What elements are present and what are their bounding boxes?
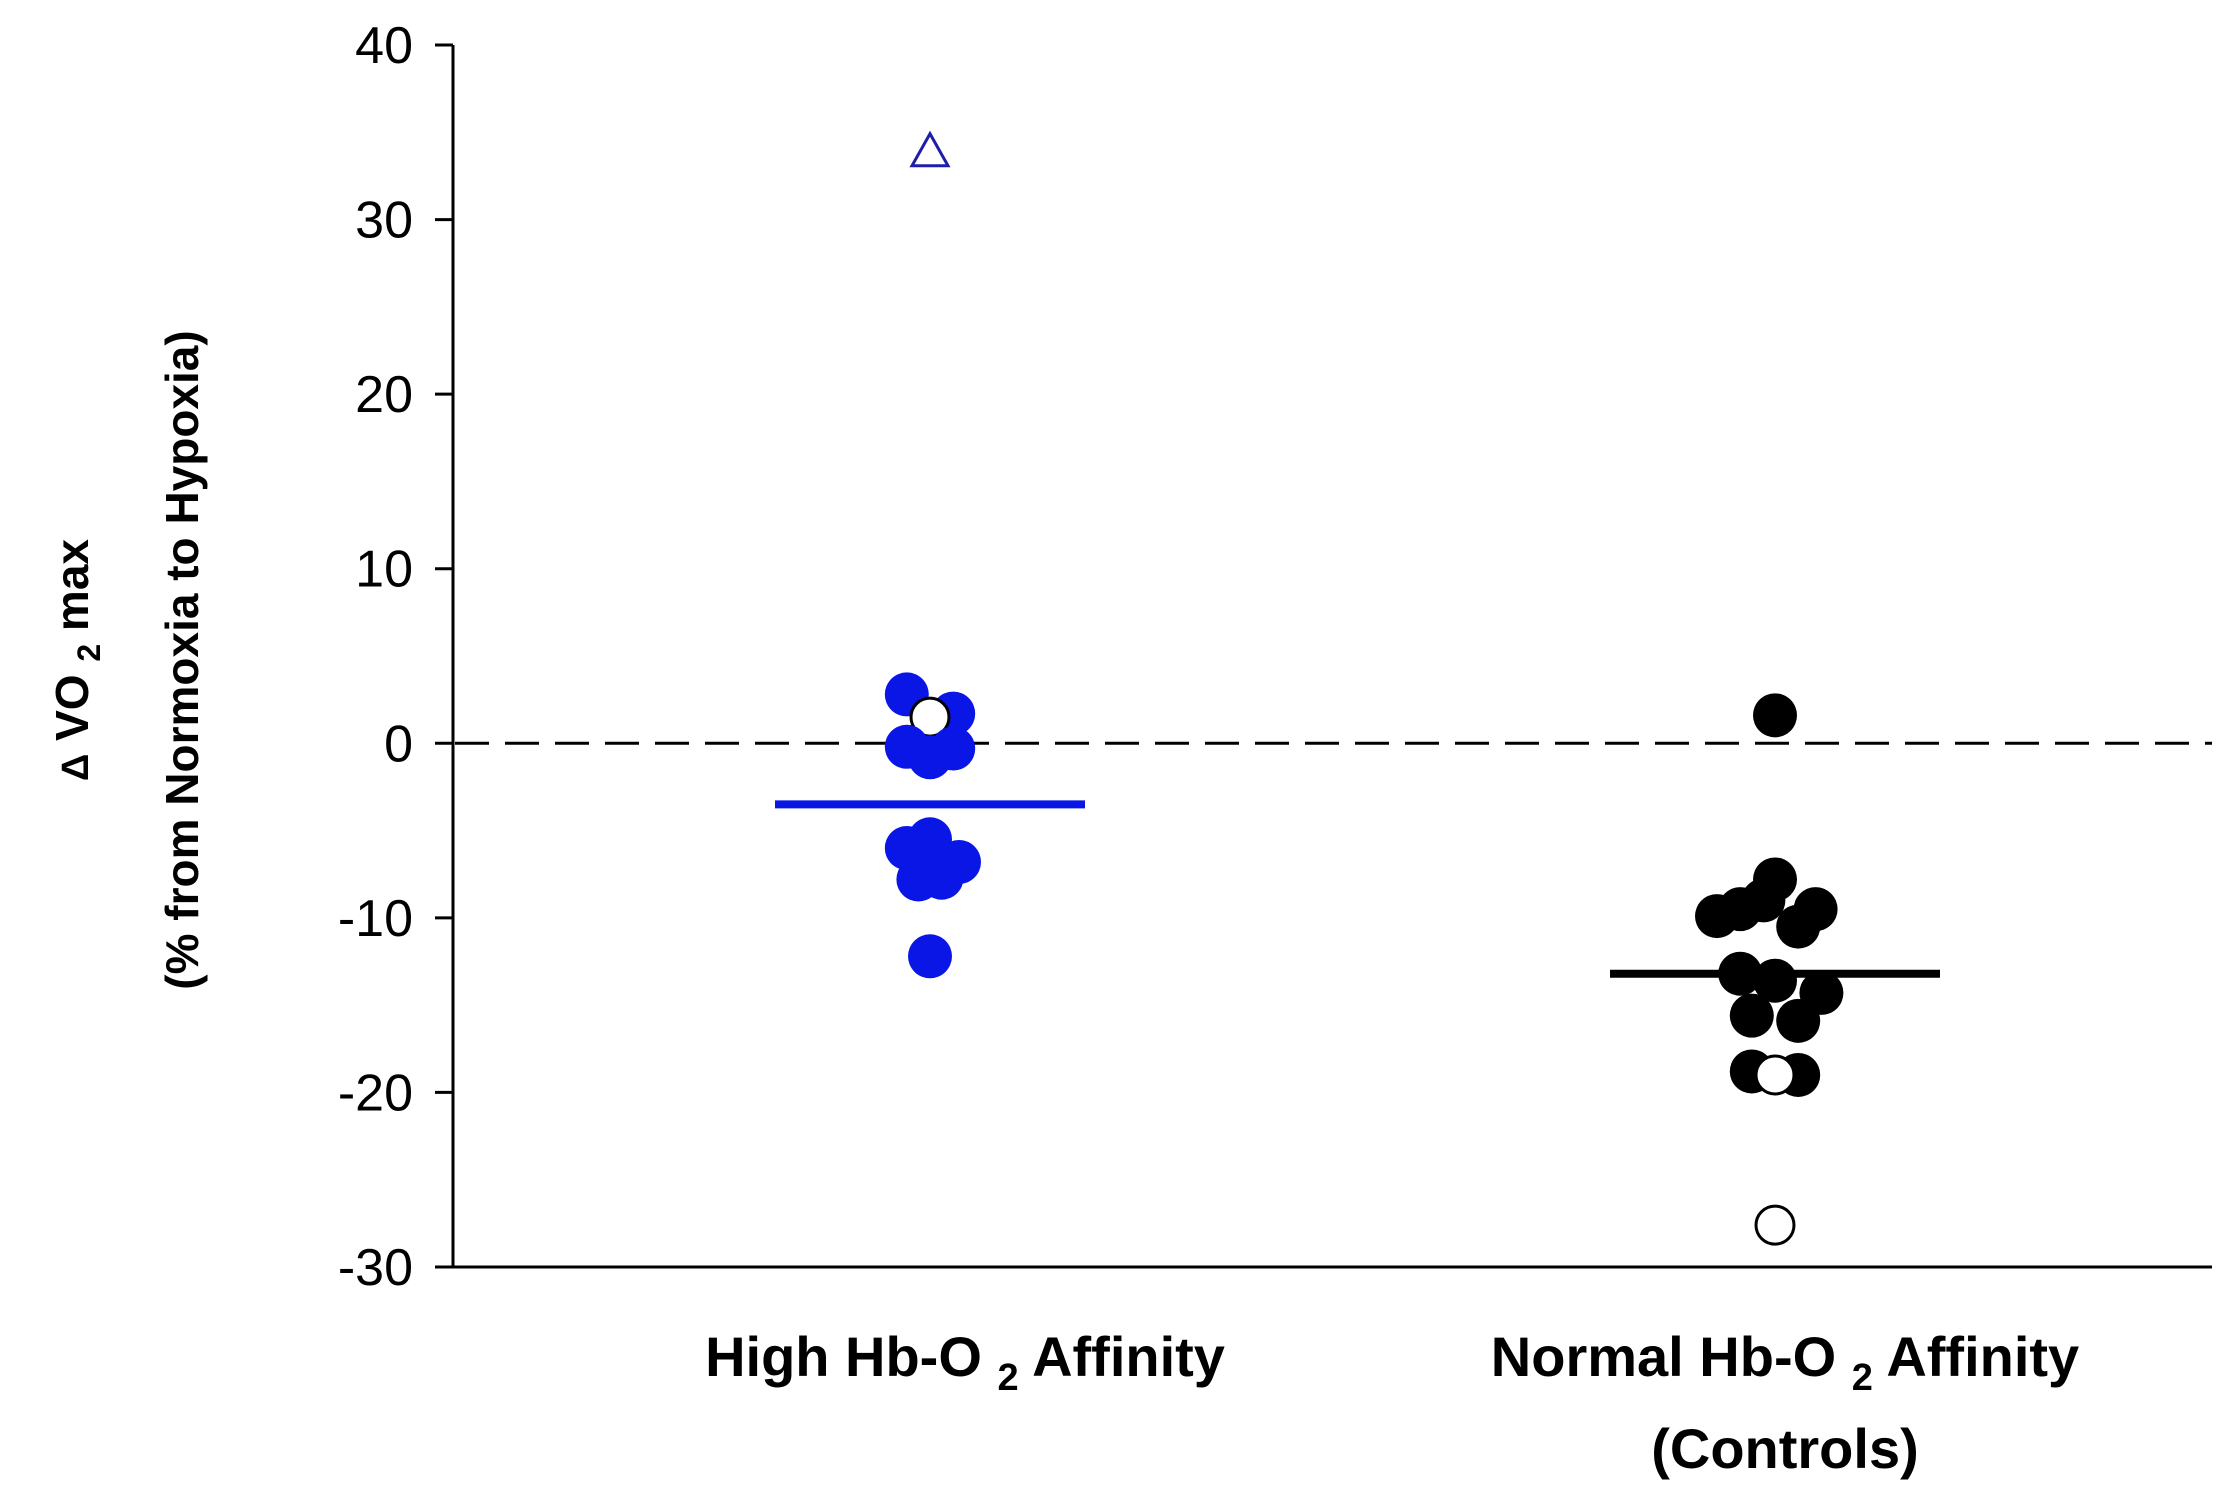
y-tick-label: 40: [355, 17, 413, 75]
category-label-normal-main: Normal Hb-O: [1491, 1325, 1836, 1388]
category-label-high-sub: 2: [997, 1357, 1018, 1399]
y-tick-label: 10: [355, 541, 413, 599]
data-point-filled: [1718, 951, 1763, 996]
category-label-normal-sub: 2: [1852, 1357, 1873, 1399]
y-tick-label: -30: [338, 1239, 413, 1297]
category-label-normal: Normal Hb-O 2 Affinity: [1491, 1325, 2079, 1402]
category-label-high-suffix: Affinity: [1032, 1325, 1225, 1388]
y-tick-label: 0: [384, 715, 413, 773]
y-axis-title-line2: (% from Normoxia to Hypoxia): [156, 330, 208, 989]
y-axis-title-main: VO: [46, 674, 98, 740]
data-point-filled: [1753, 958, 1797, 1003]
data-points: [884, 130, 1844, 1246]
y-ticks: 40 30 20 10 0 -10 -20 -30: [338, 17, 453, 1297]
data-point-filled: [1729, 993, 1774, 1038]
y-tick-label: -20: [338, 1064, 413, 1122]
svg-text:Δ VO 2 max: Δ VO 2 max: [46, 539, 110, 781]
data-point-open: [1754, 1054, 1796, 1096]
data-point-filled: [1753, 693, 1797, 738]
data-point-filled: [1695, 894, 1739, 939]
data-point-filled: [1776, 904, 1821, 949]
y-tick-label: 30: [355, 192, 413, 250]
data-point-open: [1754, 1204, 1796, 1246]
data-point-filled: [919, 855, 964, 900]
y-axis-title-sub: 2: [71, 644, 107, 662]
category-label-normal-line2: (Controls): [1651, 1417, 1919, 1480]
data-point-filled: [908, 934, 952, 979]
category-label-high-main: High Hb-O: [705, 1325, 982, 1388]
category-label-high: High Hb-O 2 Affinity: [705, 1325, 1225, 1402]
data-point-filled: [1776, 998, 1821, 1043]
data-point-triangle: [909, 130, 951, 168]
data-point-filled: [908, 735, 952, 780]
y-tick-label: -10: [338, 890, 413, 948]
y-axis-title-delta: Δ: [55, 754, 97, 781]
y-axis-title: Δ VO 2 max (% from Normoxia to Hypoxia): [46, 330, 208, 989]
y-axis-title-suffix: max: [46, 539, 98, 631]
category-label-normal-suffix: Affinity: [1886, 1325, 2079, 1388]
y-tick-label: 20: [355, 366, 413, 424]
